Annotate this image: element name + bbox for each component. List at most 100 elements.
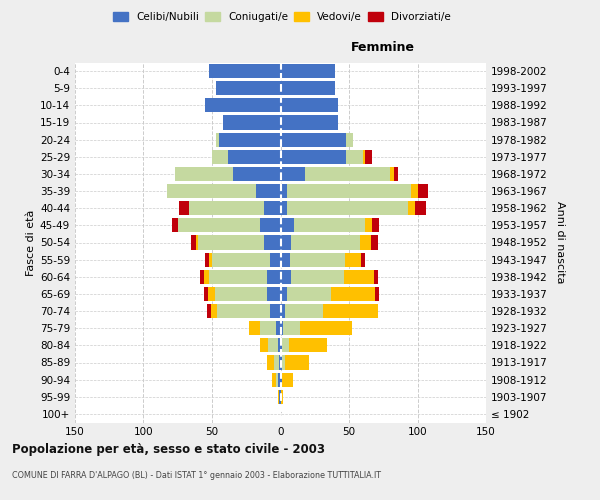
Text: COMUNE DI FARRA D'ALPAGO (BL) - Dati ISTAT 1° gennaio 2003 - Elaborazione TUTTIT: COMUNE DI FARRA D'ALPAGO (BL) - Dati IST… [12,471,381,480]
Bar [260,338,268,352]
Bar [204,287,208,301]
Bar [278,390,279,404]
Y-axis label: Fasce di età: Fasce di età [26,210,36,276]
Bar [363,150,365,164]
Bar [346,132,353,146]
Bar [208,287,215,301]
Bar [216,81,281,95]
Bar [204,270,209,284]
Bar [167,184,256,198]
Bar [233,167,281,181]
Bar [196,236,198,250]
Bar [281,132,346,146]
Bar [281,321,283,335]
Bar [272,372,277,386]
Bar [178,218,260,232]
Bar [277,321,281,335]
Bar [410,184,418,198]
Bar [279,390,281,404]
Bar [277,372,278,386]
Bar [287,184,410,198]
Bar [281,98,338,112]
Bar [281,201,287,215]
Bar [209,64,281,78]
Bar [323,304,378,318]
Bar [223,116,281,130]
Bar [267,356,274,370]
Bar [390,167,394,181]
Bar [205,98,281,112]
Bar [281,81,335,95]
Legend: Celibi/Nubili, Coniugati/e, Vedovi/e, Divorziati/e: Celibi/Nubili, Coniugati/e, Vedovi/e, Di… [109,8,455,26]
Bar [264,201,281,215]
Bar [331,287,375,301]
Bar [360,236,371,250]
Bar [216,132,219,146]
Bar [269,252,281,266]
Bar [281,390,283,404]
Bar [281,150,346,164]
Bar [281,252,290,266]
Bar [200,270,204,284]
Bar [229,150,281,164]
Bar [215,287,267,301]
Bar [284,356,309,370]
Bar [179,201,189,215]
Bar [274,356,279,370]
Bar [394,167,398,181]
Bar [206,304,211,318]
Bar [292,270,344,284]
Bar [281,167,305,181]
Bar [260,218,281,232]
Bar [281,64,335,78]
Bar [278,338,281,352]
Bar [415,201,426,215]
Bar [372,218,379,232]
Bar [287,287,331,301]
Bar [211,304,217,318]
Bar [418,184,428,198]
Text: Popolazione per età, sesso e stato civile - 2003: Popolazione per età, sesso e stato civil… [12,442,325,456]
Bar [365,218,372,232]
Bar [284,304,323,318]
Bar [346,150,363,164]
Text: Femmine: Femmine [351,40,415,54]
Bar [199,236,264,250]
Bar [269,304,281,318]
Y-axis label: Anni di nascita: Anni di nascita [554,201,565,284]
Bar [209,270,267,284]
Bar [294,218,365,232]
Bar [281,218,294,232]
Bar [299,321,352,335]
Bar [219,132,281,146]
Bar [205,252,209,266]
Bar [282,338,289,352]
Bar [345,252,361,266]
Bar [175,167,233,181]
Bar [279,356,281,370]
Bar [365,150,372,164]
Bar [281,116,338,130]
Bar [361,252,365,266]
Bar [305,167,390,181]
Bar [281,338,282,352]
Bar [212,150,229,164]
Bar [281,304,284,318]
Bar [281,184,287,198]
Bar [283,321,299,335]
Bar [281,372,282,386]
Bar [287,201,408,215]
Bar [408,201,415,215]
Bar [209,252,212,266]
Bar [191,236,196,250]
Bar [344,270,374,284]
Bar [281,356,282,370]
Bar [189,201,264,215]
Bar [264,236,281,250]
Bar [281,236,292,250]
Bar [212,252,269,266]
Bar [268,338,278,352]
Bar [290,252,345,266]
Bar [249,321,260,335]
Bar [282,372,293,386]
